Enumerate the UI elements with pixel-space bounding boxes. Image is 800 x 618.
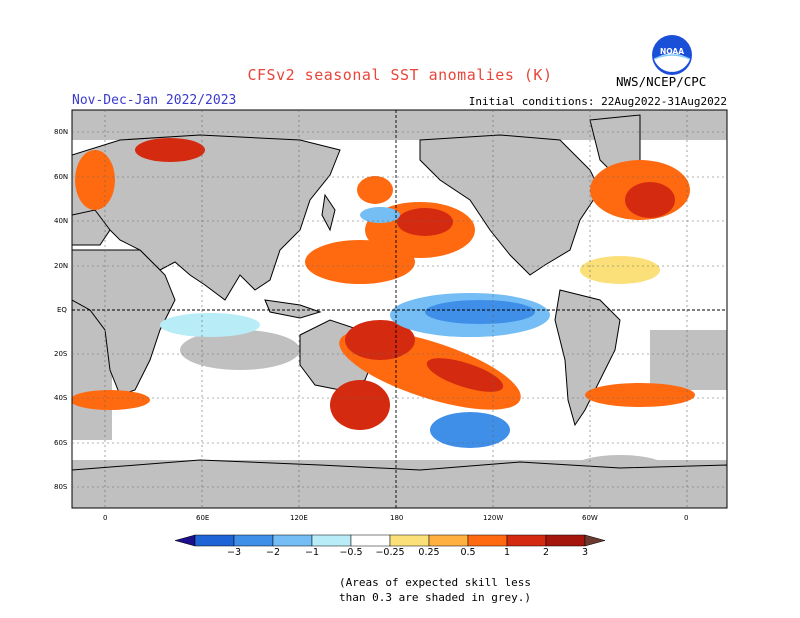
legend-color-box <box>428 534 469 547</box>
lat-label: 60N <box>54 173 69 181</box>
lat-label: 80N <box>54 128 69 136</box>
legend-max-arrow <box>584 534 606 547</box>
legend-color-box <box>272 534 313 547</box>
legend-tick-label: −3 <box>226 547 242 558</box>
season-label: Nov-Dec-Jan 2022/2023 <box>72 93 237 108</box>
skill-footnote-line1: (Areas of expected skill less <box>338 576 532 589</box>
legend-color-box <box>389 534 430 547</box>
lat-label: 40N <box>54 217 69 225</box>
equator-dateline <box>72 110 727 508</box>
legend-tick-label: 0.5 <box>460 547 476 558</box>
skill-footnote-line2: than 0.3 are shaded in grey.) <box>338 591 532 604</box>
graticule <box>72 110 727 508</box>
legend-color-box <box>545 534 586 547</box>
legend-color-box <box>233 534 274 547</box>
legend-tick-label: −0.5 <box>339 547 363 558</box>
lat-label: 40S <box>54 394 68 402</box>
lon-label: 60W <box>582 514 598 522</box>
lon-label: 180 <box>390 514 404 522</box>
lat-label: 20N <box>54 262 69 270</box>
legend-tick-label: −2 <box>265 547 281 558</box>
lon-label: 0 <box>684 514 689 522</box>
lon-label: 120E <box>290 514 308 522</box>
legend-tick-label: −1 <box>304 547 320 558</box>
chart-title: CFSv2 seasonal SST anomalies (K) <box>247 66 553 84</box>
legend-tick-label: 2 <box>542 547 550 558</box>
lon-label: 60E <box>196 514 210 522</box>
legend-color-box <box>311 534 352 547</box>
legend-color-box <box>350 534 391 547</box>
legend-color-box <box>506 534 547 547</box>
map-frame <box>71 109 728 509</box>
legend-tick-label: 1 <box>503 547 511 558</box>
lat-label: EQ <box>57 306 67 314</box>
cool-anomalies <box>160 207 550 448</box>
legend-tick-label: 0.25 <box>418 547 440 558</box>
initial-conditions-label: Initial conditions: 22Aug2022-31Aug2022 <box>468 95 727 108</box>
lon-label: 120W <box>483 514 504 522</box>
lat-label: 20S <box>54 350 68 358</box>
logo-text: NOAA <box>660 47 684 56</box>
land-masses <box>72 114 727 508</box>
legend-min-arrow <box>174 534 196 547</box>
legend-tick-label: 3 <box>581 547 589 558</box>
lat-label: 60S <box>54 439 68 447</box>
legend-color-box <box>467 534 508 547</box>
legend-color-box <box>194 534 235 547</box>
legend-tick-label: −0.25 <box>375 547 405 558</box>
noaa-logo: NOAA <box>652 35 692 75</box>
lat-label: 80S <box>54 483 68 491</box>
lon-label: 0 <box>103 514 108 522</box>
agency-label: NWS/NCEP/CPC <box>616 74 707 89</box>
